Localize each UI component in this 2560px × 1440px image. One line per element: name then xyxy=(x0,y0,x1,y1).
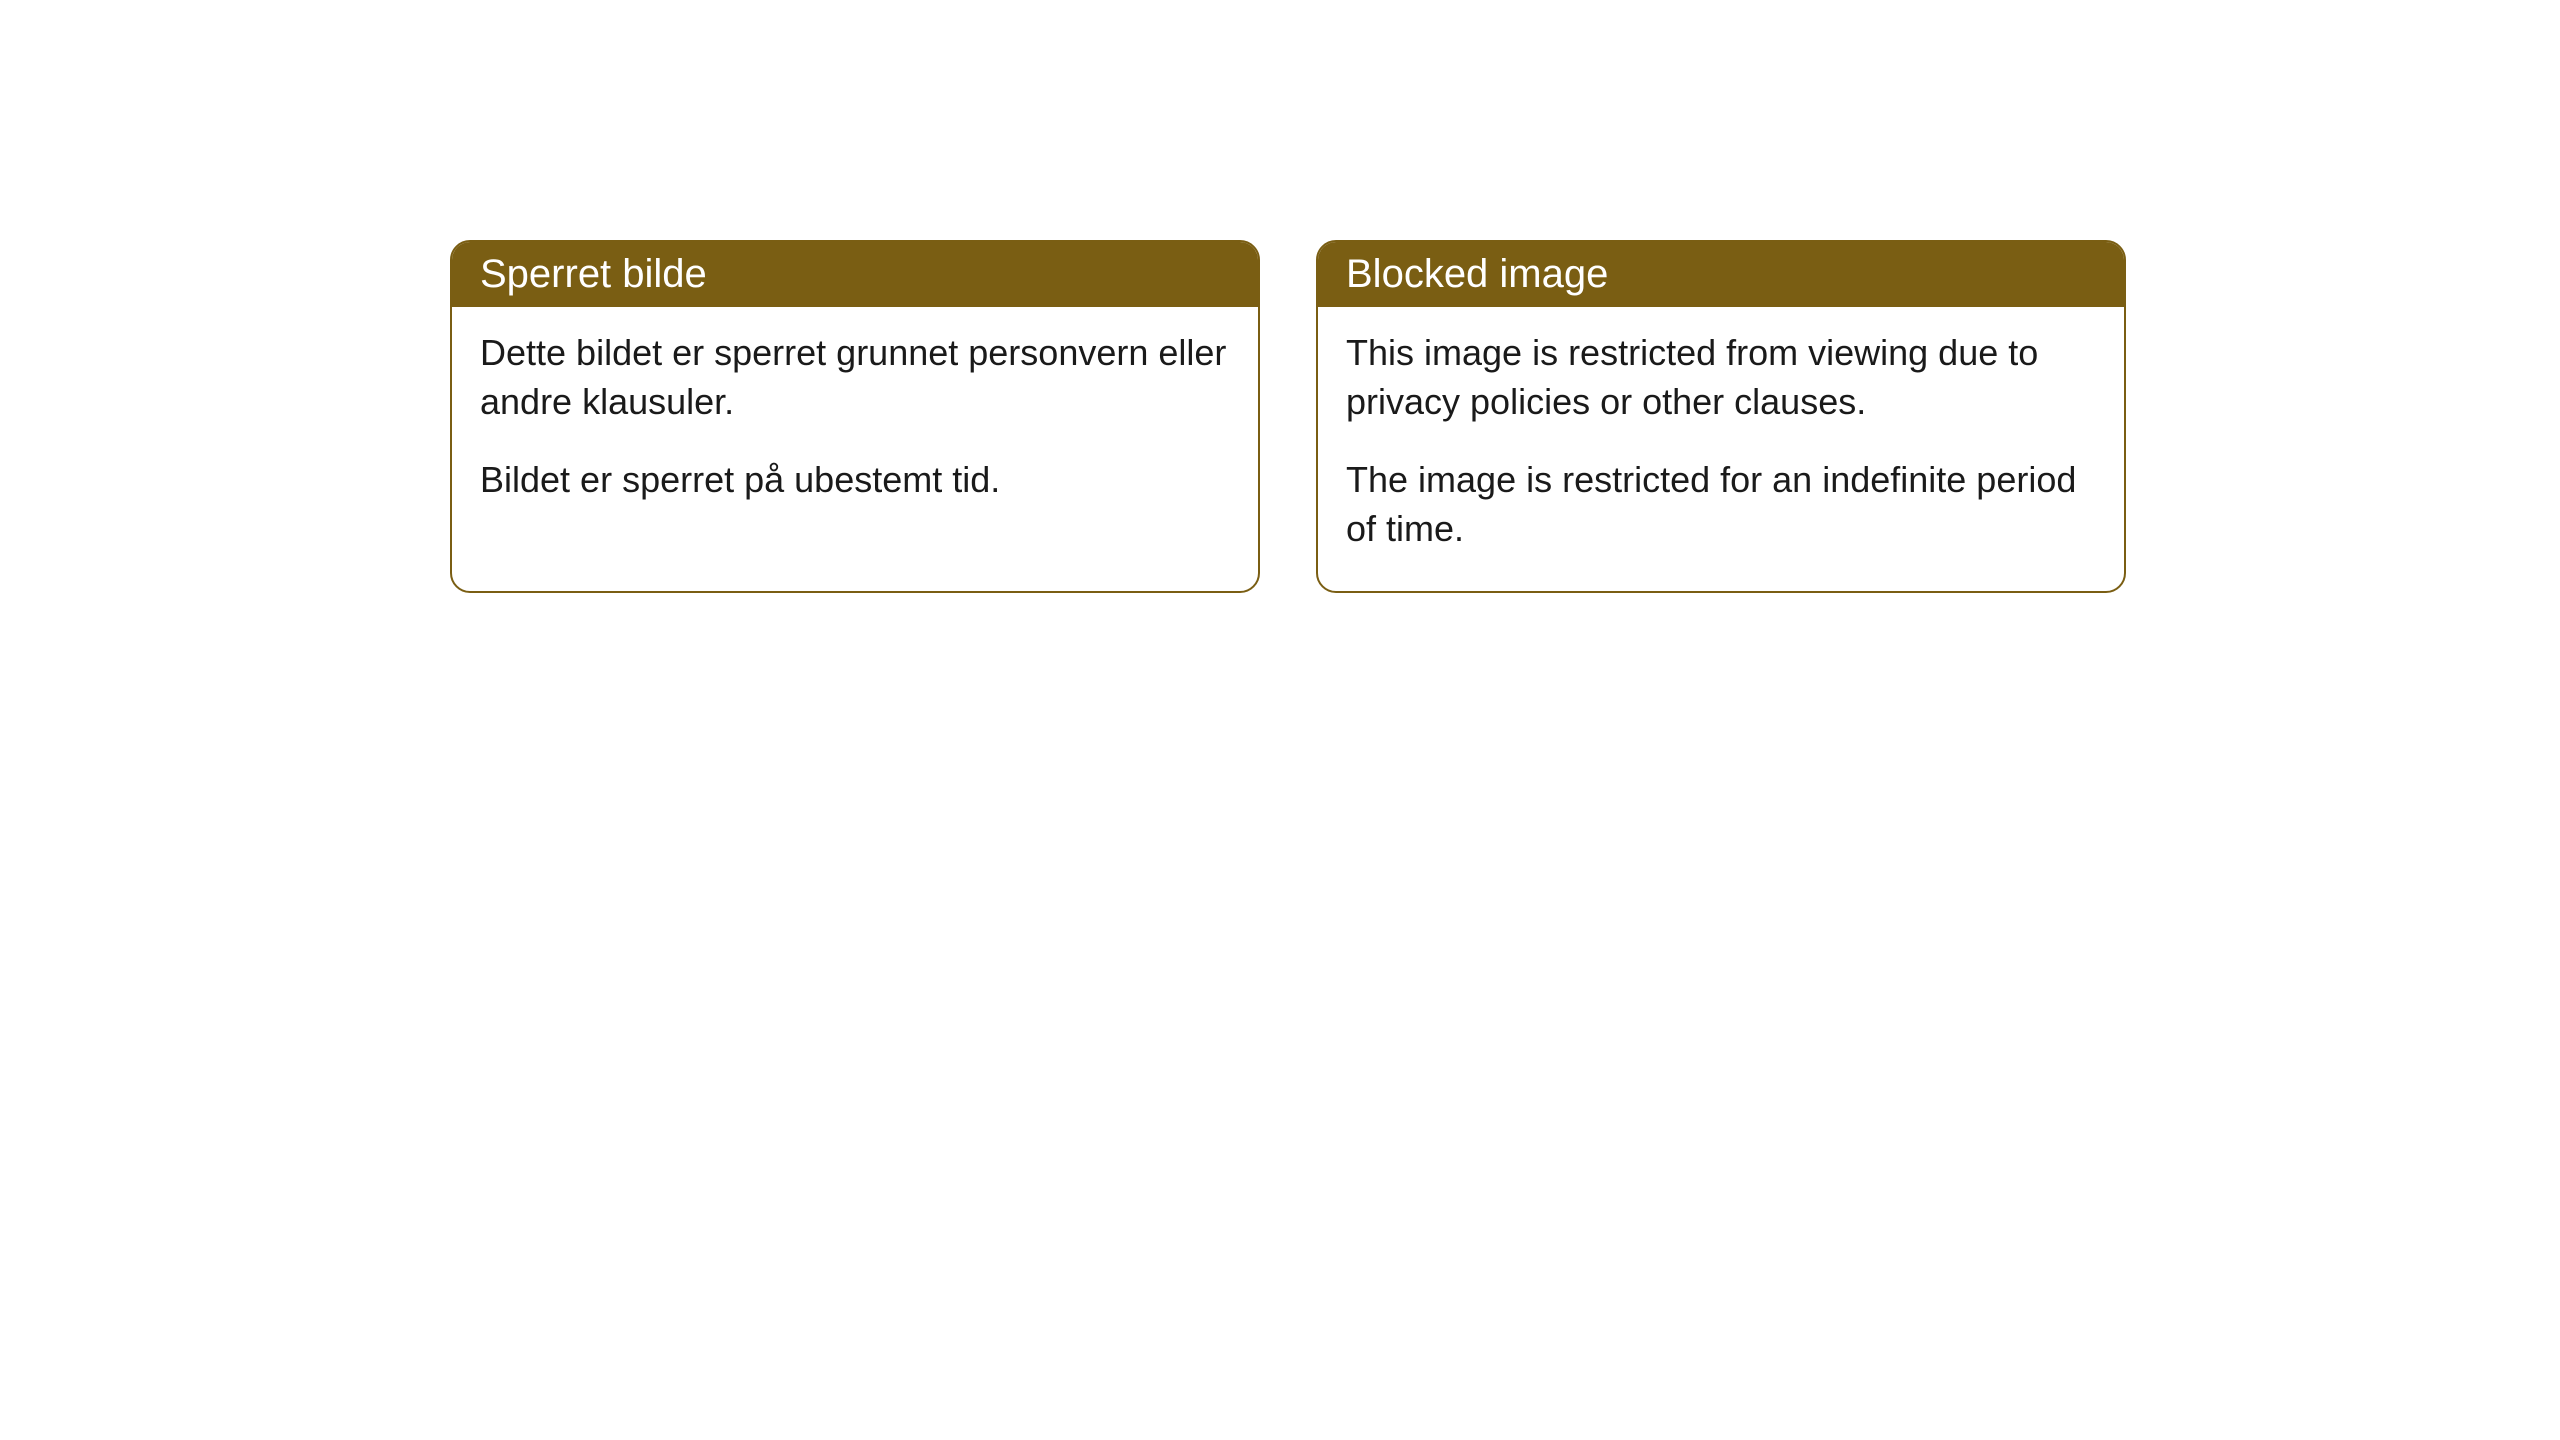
card-title: Sperret bilde xyxy=(480,252,707,296)
notice-card-norwegian: Sperret bilde Dette bildet er sperret gr… xyxy=(450,240,1260,593)
card-paragraph: This image is restricted from viewing du… xyxy=(1346,329,2096,426)
card-paragraph: Bildet er sperret på ubestemt tid. xyxy=(480,456,1230,505)
notice-cards-container: Sperret bilde Dette bildet er sperret gr… xyxy=(450,240,2126,593)
card-paragraph: Dette bildet er sperret grunnet personve… xyxy=(480,329,1230,426)
card-paragraph: The image is restricted for an indefinit… xyxy=(1346,456,2096,553)
notice-card-english: Blocked image This image is restricted f… xyxy=(1316,240,2126,593)
card-header: Sperret bilde xyxy=(452,242,1258,307)
card-title: Blocked image xyxy=(1346,252,1608,296)
card-header: Blocked image xyxy=(1318,242,2124,307)
card-body: Dette bildet er sperret grunnet personve… xyxy=(452,307,1258,543)
card-body: This image is restricted from viewing du… xyxy=(1318,307,2124,591)
